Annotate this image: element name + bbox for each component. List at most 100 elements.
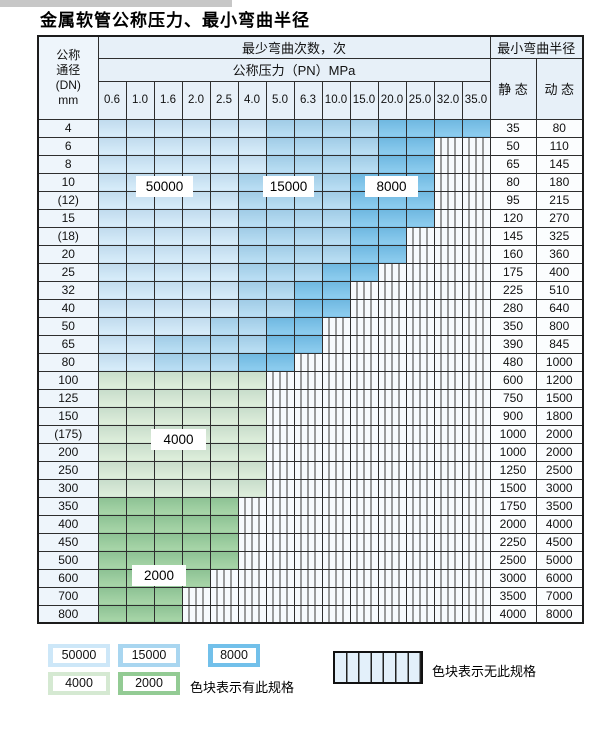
cell-no-spec <box>377 550 407 570</box>
cell-spec <box>125 154 155 174</box>
cell-no-spec <box>461 388 491 408</box>
cell-spec <box>237 442 267 462</box>
cell-no-spec <box>461 316 491 336</box>
cell-spec <box>321 280 351 300</box>
cell-spec <box>237 388 267 408</box>
grid-value-label: 8000 <box>365 176 418 197</box>
dynamic-value: 1200 <box>535 370 584 390</box>
cell-spec <box>97 208 127 228</box>
cell-spec <box>153 478 183 498</box>
cell-no-spec <box>461 262 491 282</box>
cell-spec <box>321 154 351 174</box>
pressure-column-header: 6.3 <box>293 80 323 120</box>
table-row: 300 1500 3000 <box>37 478 584 498</box>
cell-spec <box>153 316 183 336</box>
cell-spec <box>125 586 155 606</box>
cell-spec <box>97 388 127 408</box>
cell-no-spec <box>461 406 491 426</box>
cell-spec <box>237 244 267 264</box>
pressure-column-header: 20.0 <box>377 80 407 120</box>
cell-spec <box>265 226 295 246</box>
dn-cell: 800 <box>37 604 99 624</box>
cell-spec <box>237 406 267 426</box>
cell-spec <box>181 316 211 336</box>
cell-spec <box>209 496 239 516</box>
dn-cell: 4 <box>37 118 99 138</box>
cell-no-spec <box>265 568 295 588</box>
cell-spec <box>125 136 155 156</box>
cell-no-spec <box>293 388 323 408</box>
legend-swatch-15000: 15000 <box>118 644 180 667</box>
static-value: 2000 <box>489 514 537 534</box>
cell-no-spec <box>433 172 463 192</box>
dynamic-value: 1800 <box>535 406 584 426</box>
pressure-column-header: 1.6 <box>153 80 183 120</box>
cell-spec <box>181 370 211 390</box>
dn-cell: (175) <box>37 424 99 444</box>
cell-spec <box>349 118 379 138</box>
dn-cell: 700 <box>37 586 99 606</box>
cell-no-spec <box>377 604 407 624</box>
cell-no-spec <box>349 424 379 444</box>
cell-no-spec <box>377 496 407 516</box>
cell-no-spec <box>405 478 435 498</box>
cell-spec <box>265 208 295 228</box>
static-value: 2250 <box>489 532 537 552</box>
cell-no-spec <box>461 208 491 228</box>
static-value: 900 <box>489 406 537 426</box>
cell-spec <box>405 118 435 138</box>
cell-no-spec <box>405 388 435 408</box>
cell-spec <box>293 262 323 282</box>
cell-no-spec <box>461 568 491 588</box>
cell-no-spec <box>293 424 323 444</box>
spec-table-wrapper: 公称 通径 (DN) mm 最少弯曲次数，次 最小弯曲半径 公称压力（PN）MP… <box>37 35 584 624</box>
cell-spec <box>97 370 127 390</box>
cell-no-spec <box>433 208 463 228</box>
cell-no-spec <box>433 316 463 336</box>
cell-no-spec <box>293 370 323 390</box>
cell-spec <box>209 118 239 138</box>
cell-no-spec <box>377 460 407 480</box>
cell-spec <box>349 244 379 264</box>
static-value: 750 <box>489 388 537 408</box>
cell-spec <box>181 262 211 282</box>
cell-spec <box>405 154 435 174</box>
cell-spec <box>181 334 211 354</box>
cell-spec <box>209 352 239 372</box>
static-value: 35 <box>489 118 537 138</box>
cell-spec <box>97 478 127 498</box>
cell-spec <box>237 478 267 498</box>
cell-spec <box>209 316 239 336</box>
pressure-column-header: 15.0 <box>349 80 379 120</box>
cell-no-spec <box>181 586 211 606</box>
cell-no-spec <box>321 442 351 462</box>
cell-no-spec <box>349 532 379 552</box>
cell-spec <box>293 334 323 354</box>
cell-no-spec <box>433 334 463 354</box>
cell-no-spec <box>293 514 323 534</box>
cell-no-spec <box>349 334 379 354</box>
cell-spec <box>181 136 211 156</box>
static-value: 280 <box>489 298 537 318</box>
cell-no-spec <box>349 316 379 336</box>
pressure-column-header: 32.0 <box>433 80 463 120</box>
cell-spec <box>153 298 183 318</box>
cell-spec <box>181 532 211 552</box>
dynamic-value: 400 <box>535 262 584 282</box>
cell-spec <box>293 118 323 138</box>
cell-spec <box>125 406 155 426</box>
cell-spec <box>209 280 239 300</box>
cell-no-spec <box>349 496 379 516</box>
cell-no-spec <box>265 406 295 426</box>
cell-no-spec <box>265 424 295 444</box>
cell-spec <box>321 118 351 138</box>
cell-spec <box>265 316 295 336</box>
cell-no-spec <box>433 604 463 624</box>
table-row: 350 1750 3500 <box>37 496 584 516</box>
cell-spec <box>349 136 379 156</box>
cell-spec <box>237 370 267 390</box>
cell-spec <box>293 208 323 228</box>
dn-cell: 20 <box>37 244 99 264</box>
cell-spec <box>265 280 295 300</box>
dn-cell: 100 <box>37 370 99 390</box>
